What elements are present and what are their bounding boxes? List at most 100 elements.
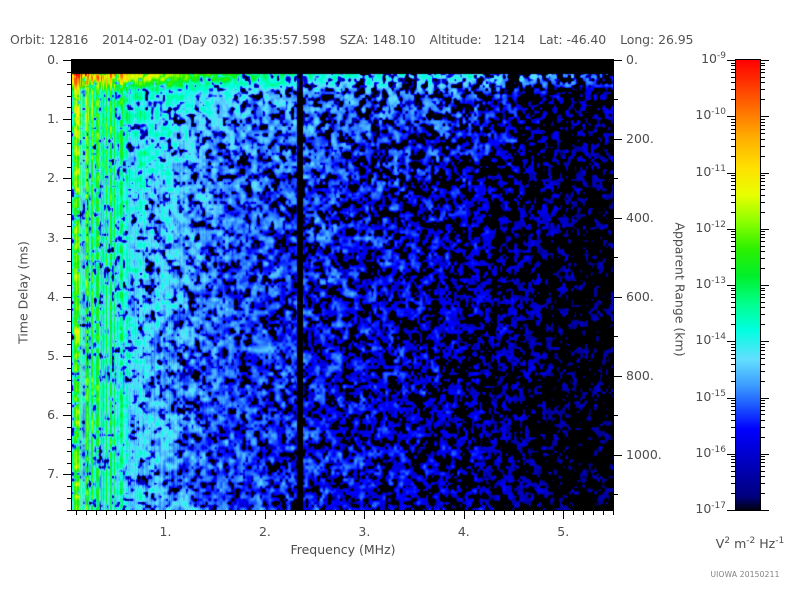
cbar-tick-minor	[731, 122, 736, 123]
cbar-tick-minor-r	[760, 456, 765, 457]
y2-tick-label-1: 200.	[626, 130, 654, 146]
plot-border-top	[71, 59, 614, 60]
x-tick-minor	[543, 510, 544, 515]
y2-tick-major	[613, 376, 622, 377]
colorbar-gradient	[736, 60, 760, 510]
x-tick-top	[553, 60, 554, 65]
x-tick-top	[96, 60, 97, 65]
colorbar-tick-label-6: 10-15	[678, 389, 726, 404]
colorbar-tick-base-1: 10	[695, 107, 712, 123]
cbar-tick-minor	[731, 178, 736, 179]
x-tick-top	[325, 60, 326, 65]
cbar-tick-minor	[731, 354, 736, 355]
cbar-tick-minor-r	[760, 189, 765, 190]
cbar-tick-major-5	[727, 341, 736, 342]
cbar-tick-minor-r	[760, 414, 765, 415]
x-tick-minor	[603, 510, 604, 515]
cbar-tick-minor-r	[760, 307, 765, 308]
cbar-tick-minor-r	[760, 350, 765, 351]
y-tick-minor	[67, 368, 72, 369]
y-tick-minor	[67, 451, 72, 452]
cbar-tick-minor-r	[760, 437, 765, 438]
y-tick-minor	[67, 380, 72, 381]
cbar-tick-minor-r	[760, 133, 765, 134]
y-tick-minor	[67, 486, 72, 487]
colorbar-tick-label-5: 10-14	[678, 332, 726, 347]
cbar-tick-minor	[731, 400, 736, 401]
cbar-tick-minor-r	[760, 175, 765, 176]
cbar-tick-minor	[731, 175, 736, 176]
x-tick-top	[76, 60, 77, 65]
cbar-tick-minor-r	[760, 483, 765, 484]
cbar-tick-major-0	[727, 60, 736, 61]
y-tick-label-2: 2.	[47, 170, 59, 186]
x-tick-top	[205, 60, 206, 65]
cbar-tick-minor-r	[760, 185, 765, 186]
x-tick-major	[464, 510, 465, 519]
plot-border-bottom	[71, 510, 614, 511]
cbar-tick-major-r-0	[760, 60, 769, 61]
x-tick-top	[583, 60, 584, 65]
x-tick-minor	[434, 510, 435, 515]
x-tick-minor	[305, 510, 306, 515]
x-tick-minor	[106, 510, 107, 515]
y-tick-major	[63, 119, 72, 120]
cbar-tick-minor-r	[760, 241, 765, 242]
observation-datetime: 2014-02-01 (Day 032) 16:35:57.598	[102, 31, 326, 47]
x-tick-minor	[593, 510, 594, 515]
cbar-tick-minor	[731, 251, 736, 252]
x-tick-top	[414, 60, 415, 65]
y-tick-major	[63, 415, 72, 416]
y-tick-minor	[67, 202, 72, 203]
y2-tick-label-2: 400.	[626, 209, 654, 225]
x-tick-minor	[156, 510, 157, 515]
y-tick-label-4: 4.	[47, 288, 59, 304]
y2-tick-major	[613, 455, 622, 456]
y-tick-minor	[67, 107, 72, 108]
cbar-tick-minor	[731, 437, 736, 438]
units-hz-exponent: -1	[775, 536, 785, 546]
cbar-tick-minor-r	[760, 251, 765, 252]
cbar-border-top	[735, 59, 761, 60]
cbar-tick-minor-r	[760, 129, 765, 130]
cbar-tick-minor	[731, 347, 736, 348]
x-tick-top	[434, 60, 435, 65]
colorbar-tick-label-8: 10-17	[678, 501, 726, 516]
x-tick-minor	[325, 510, 326, 515]
y-tick-label-5: 5.	[47, 348, 59, 364]
x-tick-top	[305, 60, 306, 65]
cbar-tick-minor	[731, 344, 736, 345]
cbar-tick-major-r-6	[760, 398, 769, 399]
colorbar-tick-exponent-0: -9	[717, 51, 726, 61]
x-tick-top	[165, 60, 166, 69]
cbar-tick-minor	[731, 297, 736, 298]
colorbar-tick-label-1: 10-10	[678, 107, 726, 122]
cbar-tick-major-4	[727, 285, 736, 286]
y-tick-minor	[67, 332, 72, 333]
cbar-tick-minor-r	[760, 82, 765, 83]
x-tick-minor	[275, 510, 276, 515]
colorbar-tick-exponent-2: -11	[711, 163, 726, 174]
colorbar-tick-exponent-8: -17	[711, 501, 726, 511]
y-tick-minor	[67, 285, 72, 286]
cbar-tick-minor-r	[760, 324, 765, 325]
longitude-value: 26.95	[658, 31, 694, 47]
cbar-tick-minor	[731, 410, 736, 411]
y-tick-major	[63, 474, 72, 475]
x-tick-minor	[354, 510, 355, 515]
cbar-tick-minor-r	[760, 139, 765, 140]
x-tick-minor	[454, 510, 455, 515]
x-tick-top	[185, 60, 186, 65]
x-tick-label-3: 4.	[457, 524, 470, 539]
x-tick-top	[563, 60, 564, 69]
x-tick-minor	[136, 510, 137, 515]
colorbar-tick-label-3: 10-12	[678, 220, 726, 235]
cbar-tick-minor	[731, 234, 736, 235]
colorbar-tick-base-8: 10	[695, 501, 712, 517]
x-tick-top	[394, 60, 395, 65]
colorbar-tick-base-6: 10	[695, 388, 712, 404]
x-tick-minor	[514, 510, 515, 515]
x-tick-minor	[76, 510, 77, 515]
orbit-label: Orbit:	[10, 31, 45, 47]
x-tick-minor	[245, 510, 246, 515]
